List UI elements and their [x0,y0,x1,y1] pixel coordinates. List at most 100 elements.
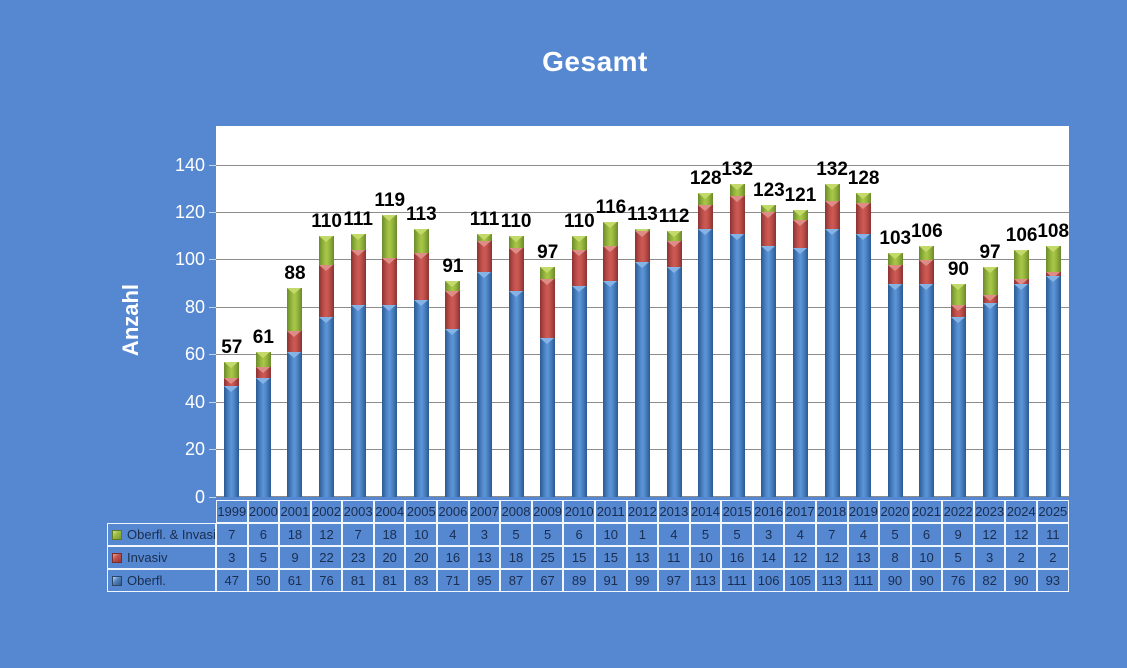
table-value-cell: 10 [910,546,943,569]
bar-segment-oberfl [729,233,745,497]
table-value-cell: 105 [784,569,816,592]
table-value-cell: 87 [500,569,532,592]
bar-total-label: 121 [784,185,817,207]
bar-segment-gloss [982,302,997,309]
table-value-cell: 99 [626,569,659,592]
bar-segment-gloss [445,281,460,288]
bar-segment-gloss [824,229,839,236]
bar-segment-oberfl [350,304,366,497]
table-value-cell: 5 [879,523,911,546]
table-year-cell: 2007 [468,500,501,523]
bar-segment-gloss [824,200,839,207]
table-year-cell: 2016 [752,500,785,523]
bar-segment-oberfl [508,290,524,497]
bar-total-label: 128 [847,168,880,190]
chart-title: Gesamt [542,46,648,77]
bar-segment-invasiv [350,250,366,305]
table-value-cell: 61 [279,569,311,592]
bar-segment-gloss [666,266,681,273]
table-value-cell: 83 [405,569,438,592]
bar-total-label: 110 [311,211,342,233]
y-tick-mark [209,354,216,356]
bar-segment-oberfl_invasiv [666,231,682,241]
bar-segment-invasiv [445,290,461,329]
bar-segment-gloss [413,300,428,307]
table-value-cell: 16 [437,546,469,569]
bar-segment-gloss [603,245,618,252]
bar-segment-gloss [887,283,902,290]
bar-segment-invasiv [413,252,429,301]
table-value-cell: 2 [1037,546,1069,569]
table-value-cell: 7 [815,523,848,546]
table-value-cell: 11 [658,546,690,569]
bar-segment-gloss [413,252,428,259]
bar-segment-invasiv [1014,278,1030,284]
table-value-cell: 95 [468,569,501,592]
bar-segment-oberfl [255,378,271,497]
bar-segment-oberfl [1014,283,1030,497]
bar-segment-oberfl [540,338,556,497]
bar-total-label: 119 [374,189,406,211]
table-value-cell: 23 [342,546,374,569]
bar-total-label: 57 [221,336,243,358]
table-year-cell: 2015 [721,500,753,523]
bar-segment-oberfl_invasiv [382,214,398,258]
table-year-cell: 1999 [216,500,248,523]
table-value-cell: 4 [784,523,816,546]
y-tick-mark [209,211,216,213]
bar-segment-oberfl_invasiv [1045,245,1061,272]
table-value-cell: 3 [216,546,248,569]
bar-segment-gloss [287,288,302,295]
bar-segment-oberfl_invasiv [477,233,493,241]
bar-segment-oberfl_invasiv [1014,250,1030,279]
bar-segment-oberfl_invasiv [508,236,524,248]
table-year-cell: 2020 [879,500,911,523]
table-year-cell: 2010 [563,500,595,523]
table-value-cell: 7 [342,523,374,546]
bar-segment-oberfl_invasiv [603,221,619,246]
table-value-cell: 2 [1005,546,1038,569]
bar-segment-oberfl_invasiv [350,233,366,251]
legend-swatch-oberfl-icon [112,575,122,586]
y-tick-mark [209,164,216,166]
bar-segment-gloss [729,184,744,190]
table-year-cell: 2011 [594,500,627,523]
legend-swatch-oberfl_invasiv-icon [112,529,122,540]
y-tick-label: 120 [174,201,205,222]
table-year-cell: 2002 [310,500,343,523]
table-value-cell: 20 [373,546,406,569]
table-value-cell: 13 [847,546,880,569]
table-value-cell: 13 [468,546,501,569]
bar-segment-oberfl [824,229,840,497]
bar-segment-invasiv [1045,271,1061,277]
bar-segment-gloss [1045,276,1060,283]
bar-segment-invasiv [856,202,872,234]
bar-segment-gloss [508,248,523,255]
table-year-cell: 2023 [973,500,1006,523]
bar-total-label: 128 [689,168,722,190]
bar-segment-oberfl [319,316,335,497]
bar-segment-invasiv [635,231,650,263]
table-value-cell: 9 [942,523,974,546]
bar-segment-gloss [319,316,334,323]
table-year-cell: 2008 [500,500,532,523]
bar-segment-gloss [635,229,649,232]
bar-segment-gloss [1045,271,1060,277]
table-value-cell: 93 [1037,569,1069,592]
table-year-cell: 2014 [689,500,722,523]
table-year-cell: 2001 [279,500,311,523]
bar-total-label: 113 [406,204,437,226]
table-value-cell: 12 [1005,523,1038,546]
bar-segment-gloss [571,236,586,243]
table-value-cell: 10 [689,546,722,569]
bar-segment-gloss [792,219,807,226]
bar-segment-gloss [856,193,871,200]
bar-segment-oberfl_invasiv [792,210,808,220]
table-value-cell: 82 [973,569,1006,592]
y-tick-label: 100 [174,249,205,270]
bar-segment-gloss [350,250,365,257]
bar-segment-oberfl [1045,276,1061,497]
table-year-cell: 2022 [942,500,974,523]
bar-segment-invasiv [287,331,303,353]
